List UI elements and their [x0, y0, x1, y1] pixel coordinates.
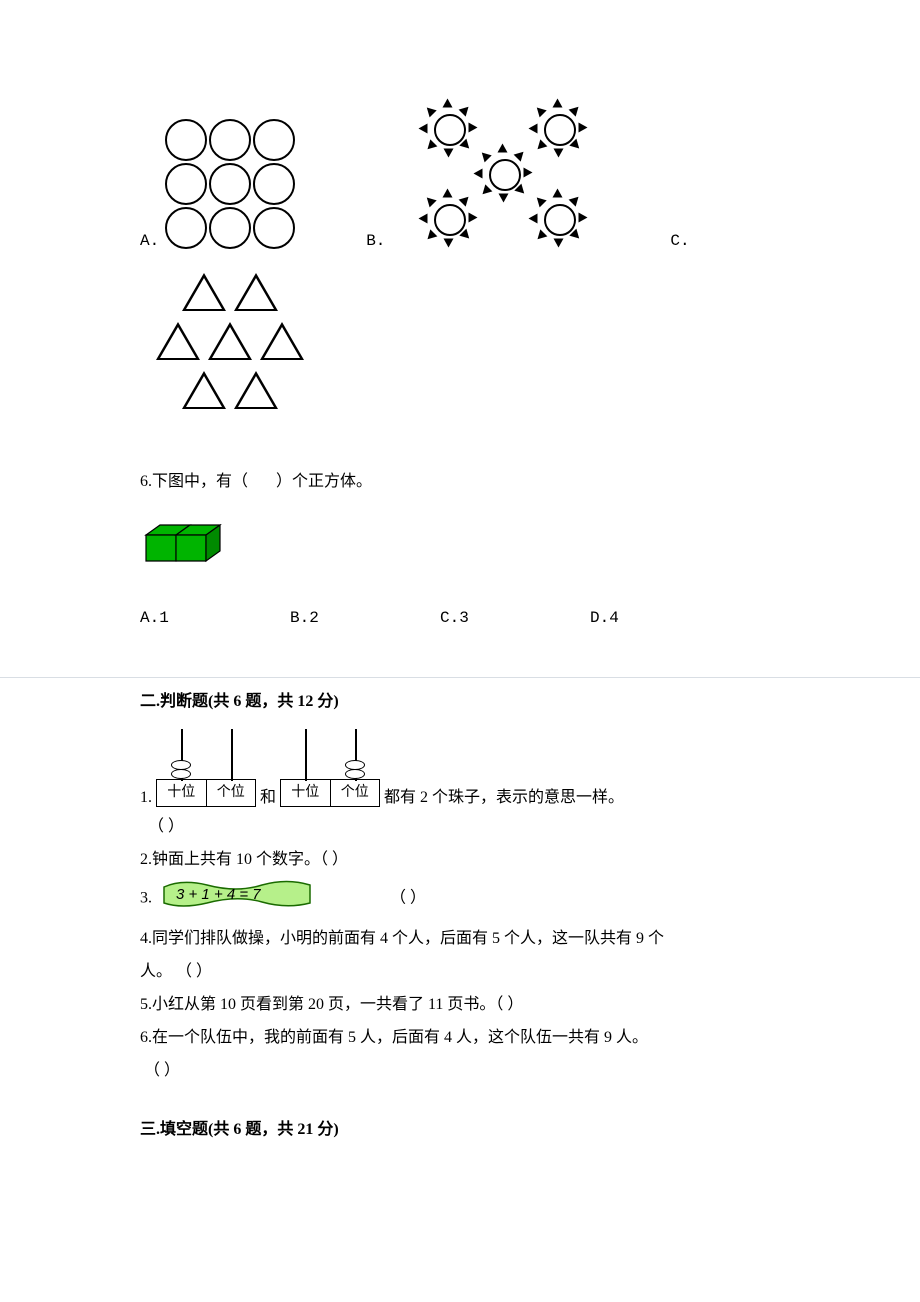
judge-q6-l1: 6.在一个队伍中，我的前面有 5 人，后面有 4 人，这个队伍一共有 9 人。	[140, 1024, 780, 1051]
q1-num: 1.	[140, 789, 152, 807]
q1-mid: 和	[260, 783, 276, 807]
q6-options: A.1B.2C.3D.4	[140, 609, 780, 627]
q3-paren: （ ）	[390, 890, 426, 907]
worksheet-page: A. B. C. 6.下图中，有（ ）个正方体。 A.1B.2C.3D.4 二.…	[0, 0, 920, 1237]
section-2-title: 二.判断题(共 6 题，共 12 分)	[140, 687, 780, 711]
q5-options: A. B. C.	[140, 100, 780, 417]
option-a-label: A.	[140, 232, 159, 250]
q6-blank	[252, 473, 272, 490]
banner-svg: 3 + 1 + 4 = 7	[162, 879, 312, 909]
q1-tail: 都有 2 个珠子，表示的意思一样。	[384, 783, 624, 807]
judge-q1: 1. 十位个位 和 十位个位 都有 2 个珠子，表示的意思一样。	[140, 729, 780, 807]
abacus-right: 十位个位	[280, 729, 380, 807]
option-b-label: B.	[366, 232, 385, 250]
two-cubes-svg	[140, 521, 230, 569]
q6-prefix: 6.下图中，有（	[140, 473, 248, 490]
cubes-figure	[140, 521, 780, 574]
q1-paren: （ ）	[140, 813, 780, 840]
q3-spacer	[322, 890, 386, 907]
option-c-label: C.	[670, 232, 689, 250]
suns-figure	[390, 100, 620, 250]
judge-q5: 5.小红从第 10 页看到第 20 页，一共看了 11 页书。（ ）	[140, 991, 780, 1018]
judge-q4-l2: 人。 （ ）	[140, 958, 780, 985]
svg-text:3 + 1 + 4 = 7: 3 + 1 + 4 = 7	[176, 886, 261, 903]
q6-suffix: ）个正方体。	[276, 473, 372, 490]
equation-banner: 3 + 1 + 4 = 7	[162, 879, 312, 918]
judge-q3: 3. 3 + 1 + 4 = 7 （ ）	[140, 879, 780, 918]
q5-row-1: A. B. C.	[140, 100, 780, 250]
judge-q4-l1: 4.同学们排队做操，小明的前面有 4 个人，后面有 5 个人，这一队共有 9 个	[140, 925, 780, 952]
abacus-left: 十位个位	[156, 729, 256, 807]
q3-num: 3.	[140, 890, 152, 907]
judge-q6-l2: （ ）	[140, 1057, 780, 1084]
section-divider	[0, 677, 920, 678]
triangles-figure	[140, 270, 320, 417]
q6-text: 6.下图中，有（ ）个正方体。	[140, 467, 780, 491]
section-3-title: 三.填空题(共 6 题，共 21 分)	[140, 1115, 780, 1139]
judge-q2: 2.钟面上共有 10 个数字。（ ）	[140, 846, 780, 873]
circles-grid-figure	[164, 118, 296, 250]
